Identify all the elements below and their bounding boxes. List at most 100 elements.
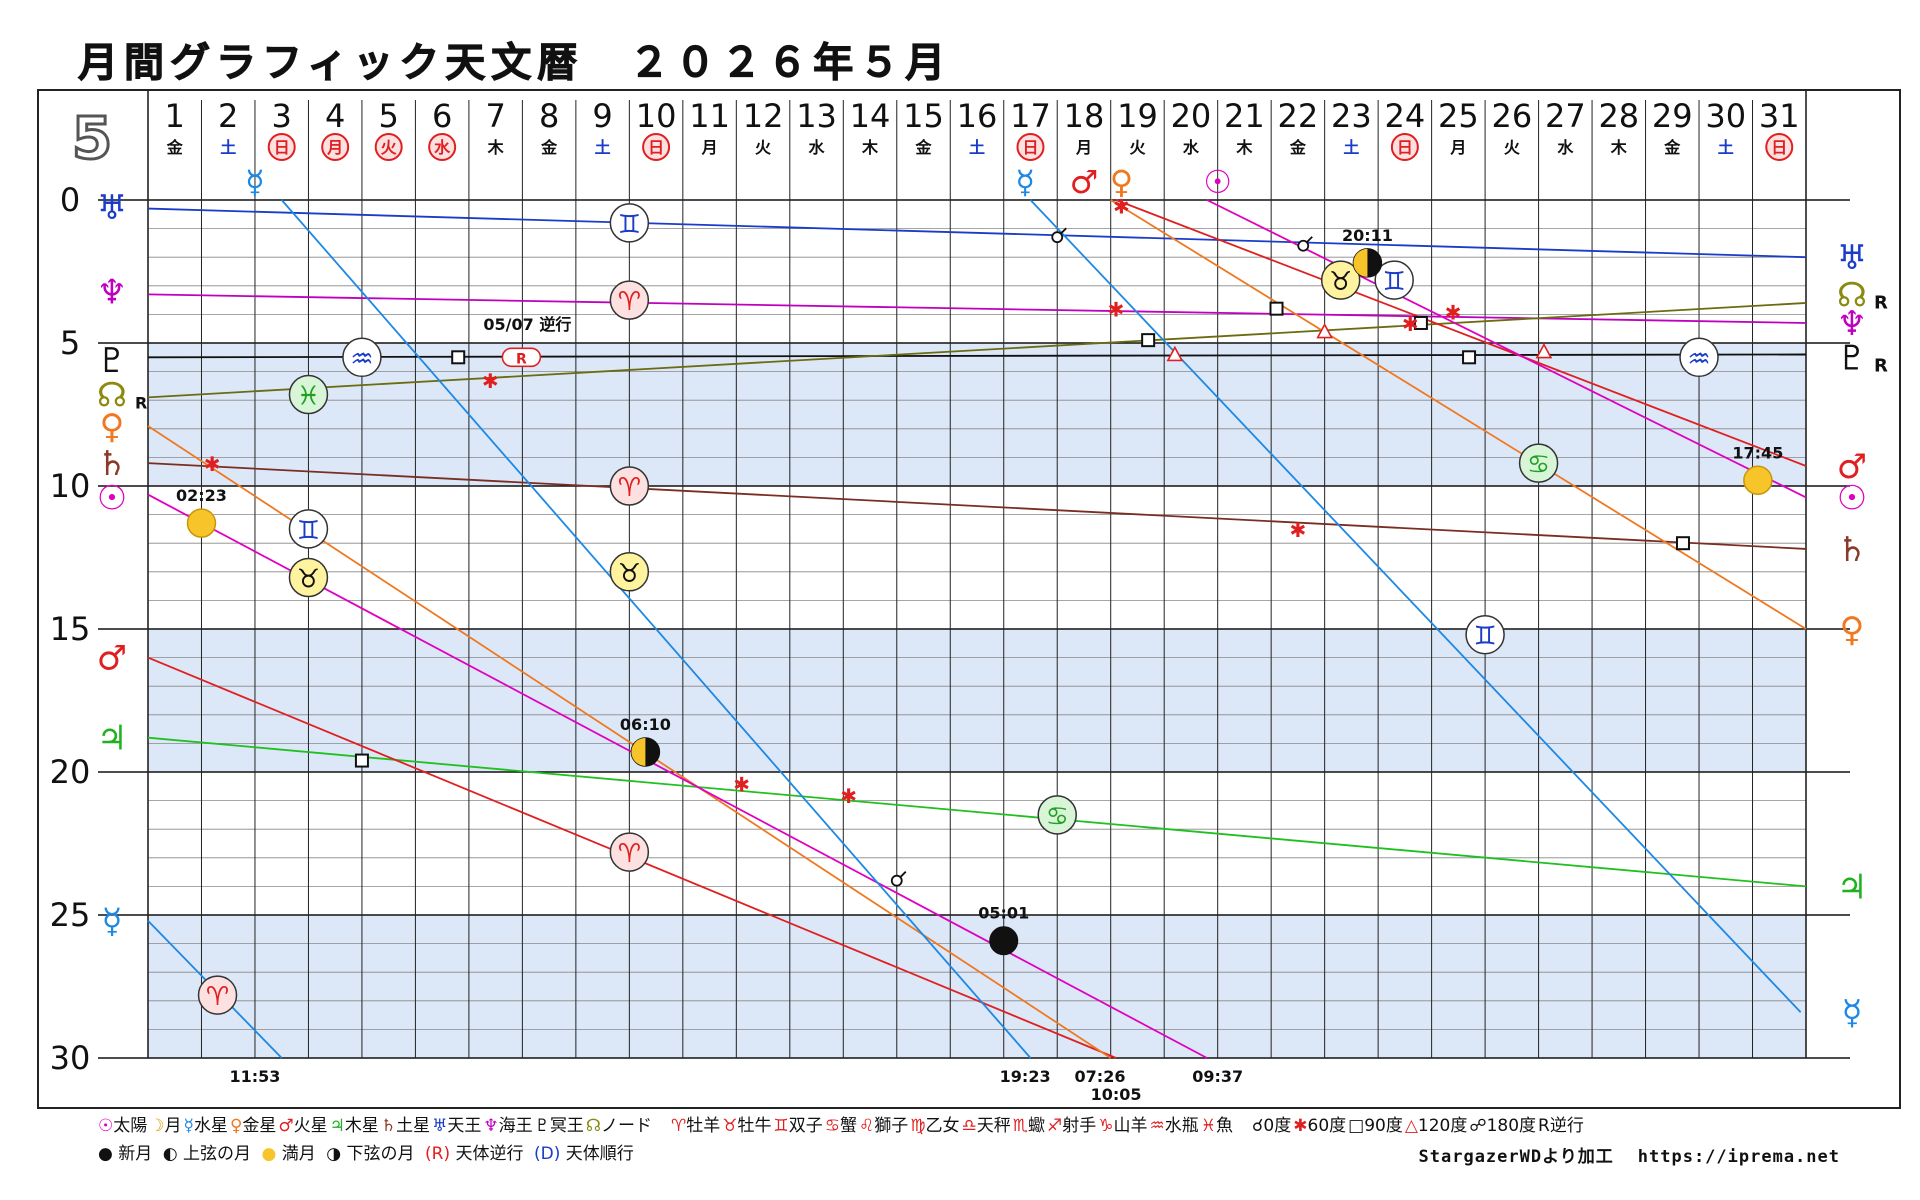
legend-label: 水瓶 bbox=[1164, 1116, 1199, 1136]
legend-label: 60度 bbox=[1307, 1116, 1347, 1136]
y-tick-label: 0 bbox=[60, 181, 80, 219]
legend-label: 土星 bbox=[396, 1116, 431, 1136]
quarter-moon-lit bbox=[1353, 248, 1368, 277]
right-planet-glyph: ♇ bbox=[1837, 338, 1867, 378]
aspect-sextile: ✱ bbox=[482, 369, 499, 393]
legend-label: 月 bbox=[164, 1116, 182, 1136]
left-planet-glyph: ♃ bbox=[97, 719, 127, 759]
zodiac-sign-glyph: ♋ bbox=[1046, 802, 1069, 832]
aspect-square bbox=[354, 753, 369, 768]
zodiac-sign-circle bbox=[1518, 443, 1559, 483]
legend-glyph: □ bbox=[1348, 1116, 1365, 1136]
moon-time-label: 02:23 bbox=[176, 486, 227, 505]
holiday-circle bbox=[267, 133, 296, 161]
new-moon bbox=[989, 926, 1019, 956]
legend-label: 天王 bbox=[447, 1116, 482, 1136]
credit-source: StargazerWDより加工 bbox=[1418, 1147, 1614, 1167]
left-planet-glyph: ♀ bbox=[100, 407, 125, 447]
zodiac-sign-glyph: ♊ bbox=[1383, 267, 1406, 297]
legend-glyph: ♐ bbox=[1047, 1116, 1063, 1136]
legend-label: 蠍 bbox=[1028, 1116, 1045, 1136]
day-number: 31 bbox=[1759, 97, 1800, 135]
ingress-time-label: 19:23 bbox=[1000, 1067, 1051, 1086]
legend-label: 射手 bbox=[1062, 1116, 1097, 1136]
ingress-marker: ☿ bbox=[1015, 163, 1035, 201]
legend-label: 0度 bbox=[1263, 1116, 1292, 1136]
aspect-square bbox=[1141, 333, 1156, 348]
legend-label: 牡牛 bbox=[737, 1116, 772, 1136]
weekday-label: 日 bbox=[648, 138, 664, 157]
left-planet-glyph: ♄ bbox=[97, 444, 127, 484]
weekday-label: 金 bbox=[1289, 138, 1307, 157]
day-number: 5 bbox=[378, 97, 398, 135]
zodiac-sign-glyph: ♋ bbox=[1527, 450, 1550, 480]
day-number: 7 bbox=[485, 97, 505, 135]
zodiac-sign-circle bbox=[1374, 260, 1414, 300]
legend-glyph: ♋ bbox=[824, 1116, 840, 1136]
quarter-moon-lit bbox=[631, 737, 646, 766]
y-tick-label: 15 bbox=[50, 610, 91, 648]
left-planet-glyph: ♂ bbox=[97, 639, 127, 679]
zodiac-sign-glyph: ♈ bbox=[618, 287, 641, 317]
right-planet-glyph: ☊ bbox=[1837, 275, 1867, 315]
legend-glyph: ♄ bbox=[380, 1116, 397, 1136]
aspect-sextile: ✱ bbox=[1402, 312, 1419, 336]
left-planet-glyph: ♆ bbox=[97, 273, 127, 313]
day-number: 1 bbox=[165, 97, 185, 135]
moon-time-label: 05:01 bbox=[978, 904, 1029, 923]
legend-glyph: ♉ bbox=[722, 1116, 738, 1136]
right-planet-suffix: R bbox=[1874, 355, 1888, 376]
ingress-marker: ♂ bbox=[1070, 163, 1099, 201]
aspect-square bbox=[1675, 536, 1690, 551]
moon-time-label: 17:45 bbox=[1732, 443, 1783, 462]
right-planet-glyph: ♃ bbox=[1837, 867, 1867, 907]
left-planet-suffix: R bbox=[135, 393, 147, 412]
planet-line bbox=[147, 736, 1807, 888]
legend-label: 山羊 bbox=[1113, 1116, 1148, 1136]
full-moon bbox=[1743, 465, 1773, 496]
day-number: 30 bbox=[1705, 97, 1746, 135]
weekday-label: 木 bbox=[1610, 138, 1628, 157]
weekday-label: 土 bbox=[595, 138, 611, 157]
legend-row-planets-signs: ☉太陽 ☽月 ☿水星 ♀金星 ♂火星 ♃木星 ♄土星 ♅天王 ♆海王 ♇冥王 ☊ノード ♈牡羊 ♉牡牛… bbox=[98, 1112, 1858, 1140]
legend-glyph: ☌ bbox=[1252, 1116, 1264, 1136]
right-planet-glyph: ♆ bbox=[1837, 304, 1867, 344]
day-number: 16 bbox=[957, 97, 998, 135]
legend-glyph: ♒ bbox=[1149, 1116, 1165, 1136]
ingress-marker: ♀ bbox=[1110, 163, 1133, 201]
planet-line bbox=[147, 293, 1807, 324]
ingress-time-label: 07:26 bbox=[1075, 1067, 1126, 1086]
legend-label: 天体逆行 bbox=[455, 1144, 532, 1164]
day-number: 17 bbox=[1010, 97, 1051, 135]
legend-label: 180度 bbox=[1486, 1116, 1537, 1136]
zodiac-sign-circle bbox=[1679, 337, 1719, 378]
legend-label: 獅子 bbox=[874, 1116, 909, 1136]
right-planet-glyph: ♅ bbox=[1837, 238, 1867, 278]
legend-glyph: ☊ bbox=[585, 1116, 601, 1136]
day-number: 29 bbox=[1652, 97, 1693, 135]
aspect-opposition bbox=[1297, 239, 1310, 252]
legend-glyph: ♆ bbox=[483, 1116, 499, 1136]
legend-row-moons: ● 新月 ◐ 上弦の月 ● 満月 ◑ 下弦の月 (R) 天体逆行 (D) 天体順… bbox=[98, 1140, 1858, 1168]
zodiac-sign-circle bbox=[1320, 260, 1361, 300]
zodiac-sign-circle bbox=[609, 832, 650, 872]
legend-label: 天秤 bbox=[976, 1116, 1011, 1136]
month-badge: 5 bbox=[72, 104, 112, 172]
planet-line bbox=[1115, 199, 1807, 467]
aspect-opposition-tail bbox=[1306, 236, 1313, 243]
day-number: 22 bbox=[1278, 97, 1319, 135]
legend-glyph: ♎ bbox=[961, 1116, 977, 1136]
aspect-trine bbox=[1316, 322, 1333, 339]
weekday-label: 火 bbox=[1504, 138, 1521, 157]
moon-time-label: 06:10 bbox=[620, 715, 671, 734]
legend-glyph: (R) bbox=[425, 1144, 456, 1164]
zodiac-sign-glyph: ♊ bbox=[1473, 622, 1496, 652]
zodiac-sign-glyph: ♓ bbox=[297, 381, 320, 411]
legend-label: 天体順行 bbox=[565, 1144, 643, 1164]
legend-label: 牡羊 bbox=[686, 1116, 721, 1136]
legend-label: 満月 bbox=[281, 1144, 325, 1164]
shaded-band bbox=[148, 629, 1806, 772]
legend-label: 双子 bbox=[788, 1116, 823, 1136]
zodiac-sign-glyph: ♉ bbox=[1329, 267, 1352, 297]
y-tick-label: 20 bbox=[50, 753, 91, 791]
